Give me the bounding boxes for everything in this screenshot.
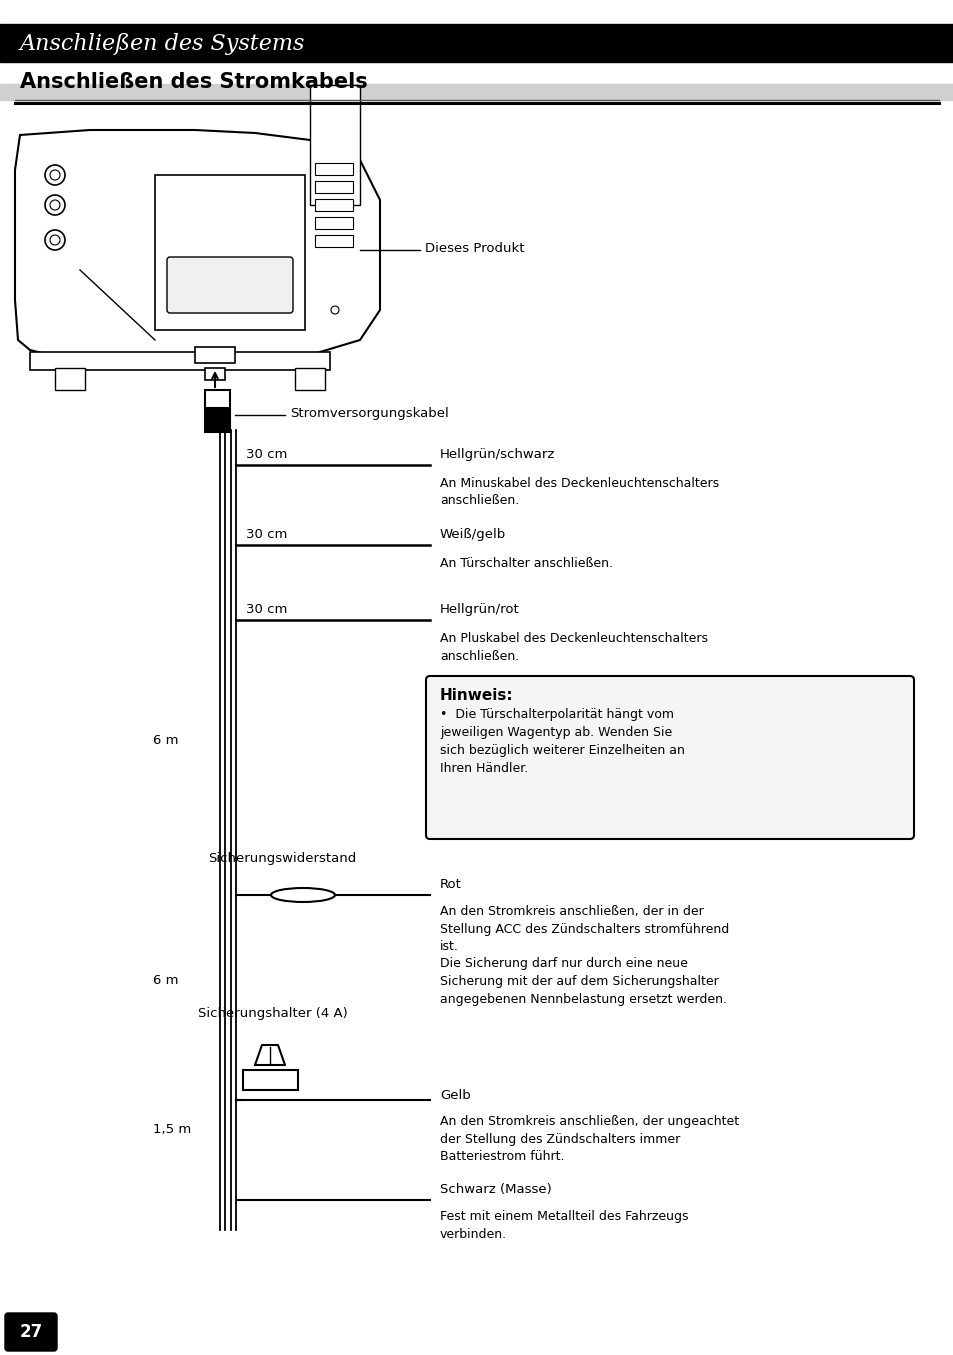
Bar (55, 369, 85, 390)
Bar (30, 352, 330, 370)
Bar (205, 411, 230, 432)
PathPatch shape (15, 130, 379, 355)
Bar (314, 182, 353, 192)
Text: 30 cm: 30 cm (246, 528, 287, 541)
Text: An Pluskabel des Deckenleuchtenschalters
anschließen.: An Pluskabel des Deckenleuchtenschalters… (439, 631, 707, 663)
Text: 27: 27 (19, 1322, 43, 1341)
Text: An den Stromkreis anschließen, der in der
Stellung ACC des Zündschalters stromfü: An den Stromkreis anschließen, der in de… (439, 905, 728, 1005)
Text: Hinweis:: Hinweis: (439, 688, 513, 703)
Text: 6 m: 6 m (152, 973, 178, 986)
Text: Rot: Rot (439, 878, 461, 892)
Circle shape (331, 306, 338, 314)
Text: An den Stromkreis anschließen, der ungeachtet
der Stellung des Zündschalters imm: An den Stromkreis anschließen, der ungea… (439, 1115, 739, 1163)
Text: 30 cm: 30 cm (246, 449, 287, 461)
Bar (205, 390, 230, 408)
Text: An Minuskabel des Deckenleuchtenschalters
anschließen.: An Minuskabel des Deckenleuchtenschalter… (439, 477, 719, 508)
Text: 6 m: 6 m (152, 733, 178, 747)
Bar (243, 1070, 297, 1089)
Text: Hellgrün/schwarz: Hellgrün/schwarz (439, 449, 555, 461)
Polygon shape (254, 1045, 285, 1065)
Bar (314, 217, 353, 229)
Bar (314, 199, 353, 211)
Text: Anschließen des Systems: Anschließen des Systems (20, 33, 305, 56)
Circle shape (45, 165, 65, 186)
Bar (310, 85, 359, 205)
Text: Fest mit einem Metallteil des Fahrzeugs
verbinden.: Fest mit einem Metallteil des Fahrzeugs … (439, 1210, 688, 1240)
Circle shape (50, 201, 60, 210)
Circle shape (45, 195, 65, 215)
Ellipse shape (271, 888, 335, 902)
Text: Schwarz (Masse): Schwarz (Masse) (439, 1183, 551, 1196)
Text: Sicherungshalter (4 A): Sicherungshalter (4 A) (198, 1007, 348, 1020)
Text: Weiß/gelb: Weiß/gelb (439, 528, 506, 541)
Text: Sicherungswiderstand: Sicherungswiderstand (208, 852, 355, 864)
FancyBboxPatch shape (167, 257, 293, 313)
Text: Hellgrün/rot: Hellgrün/rot (439, 603, 519, 617)
Bar (205, 369, 225, 379)
Text: An Türschalter anschließen.: An Türschalter anschließen. (439, 557, 613, 570)
Text: Stromversorgungskabel: Stromversorgungskabel (290, 406, 448, 420)
Circle shape (50, 169, 60, 180)
Text: •  Die Türschalterpolarität hängt vom
jeweiligen Wagentyp ab. Wenden Sie
sich be: • Die Türschalterpolarität hängt vom jew… (439, 709, 684, 775)
FancyBboxPatch shape (5, 1313, 57, 1351)
Bar (314, 163, 353, 175)
Text: Dieses Produkt: Dieses Produkt (424, 241, 524, 255)
FancyBboxPatch shape (426, 676, 913, 839)
Bar (0, 84, 953, 100)
Bar (294, 369, 325, 390)
Text: Gelb: Gelb (439, 1089, 470, 1102)
Circle shape (45, 230, 65, 251)
Bar (0, 24, 953, 62)
Bar (154, 175, 305, 331)
Bar (194, 347, 234, 363)
Text: 30 cm: 30 cm (246, 603, 287, 617)
Bar (314, 234, 353, 247)
Text: 1,5 m: 1,5 m (152, 1123, 191, 1137)
Text: Anschließen des Stromkabels: Anschließen des Stromkabels (20, 72, 367, 92)
Circle shape (50, 234, 60, 245)
